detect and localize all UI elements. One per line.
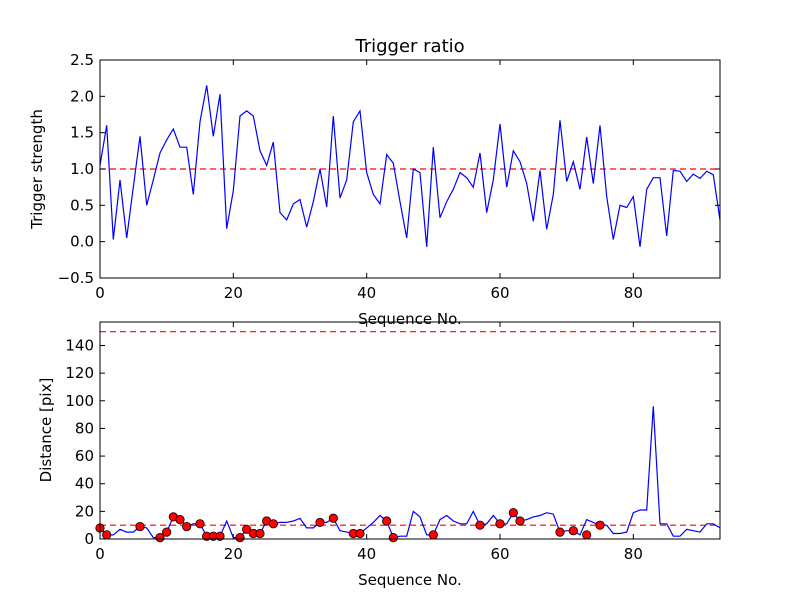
- trigger-x-tick-label: 60: [490, 284, 509, 302]
- trigger-x-tick-label: 80: [624, 284, 643, 302]
- distance-flagged-point: [102, 530, 112, 540]
- distance-x-tick-label: 60: [490, 545, 509, 563]
- trigger-plot-frame: [99, 59, 721, 279]
- distance-y-tick-label: 140: [65, 336, 94, 354]
- distance-flagged-point: [182, 521, 192, 532]
- trigger-y-axis-label: Trigger strength: [28, 109, 46, 230]
- distance-flagged-point: [355, 528, 365, 539]
- trigger-y-tick-label: −0.5: [58, 269, 94, 287]
- distance-flagged-point: [555, 527, 565, 537]
- distance-flagged-point: [242, 524, 252, 534]
- distance-flagged-point: [382, 516, 392, 526]
- trigger-x-axis-label: Sequence No.: [358, 310, 462, 328]
- distance-y-tick-label: 120: [65, 364, 94, 382]
- distance-y-tick-label: 20: [75, 502, 94, 520]
- trigger-y-tick-label: 1.5: [70, 124, 94, 142]
- distance-flagged-point: [235, 533, 245, 543]
- distance-x-tick-label: 20: [224, 545, 243, 563]
- distance-flagged-point: [515, 516, 525, 526]
- trigger-y-tick-label: 1.0: [70, 160, 94, 178]
- distance-x-tick-label: 80: [624, 545, 643, 563]
- trigger-y-tick-label: 0.5: [70, 196, 94, 214]
- trigger-series-line: [99, 85, 721, 247]
- distance-flagged-point: [175, 515, 185, 525]
- distance-flagged-point: [268, 519, 278, 529]
- distance-y-tick-label: 0: [84, 530, 94, 548]
- distance-flagged-point: [135, 521, 145, 532]
- distance-flagged-point: [155, 533, 165, 543]
- distance-flagged-point: [595, 520, 605, 530]
- trigger-y-tick-label: 2.0: [70, 87, 94, 105]
- distance-y-tick-label: 100: [65, 392, 94, 410]
- distance-flagged-point: [162, 527, 172, 537]
- trigger-plot-marks: 0 20 40 60 80 −0.5 0.0 0.5 1.0 1.5 2.0 2.5: [58, 51, 721, 302]
- trigger-y-tick-label: 2.5: [70, 51, 94, 69]
- distance-y-tick-label: 40: [75, 475, 94, 493]
- distance-x-axis-label: Sequence No.: [358, 571, 462, 589]
- trigger-x-tick-label: 40: [357, 284, 376, 302]
- distance-panel: 0 20 40 60 80 0 20 40 60 80 100 120 140 Sequence No.…: [37, 321, 721, 589]
- trigger-y-tick-label: 0.0: [70, 233, 94, 251]
- distance-plot-marks: 0 20 40 60 80 0 20 40 60 80 100 120 140: [65, 322, 721, 563]
- trigger-x-tick-label: 20: [224, 284, 243, 302]
- distance-flagged-point: [475, 520, 485, 530]
- distance-flagged-point: [495, 519, 505, 529]
- trigger-ratio-panel: Trigger ratio 0 20 40 60 80 −0.5 0.0 0.5 1.0 1.5 2…: [28, 36, 721, 328]
- distance-x-tick-label: 0: [95, 545, 105, 563]
- distance-flagged-point: [388, 533, 398, 543]
- distance-plot-frame: [99, 321, 721, 540]
- chart-title: Trigger ratio: [354, 36, 464, 57]
- distance-x-tick-label: 40: [357, 545, 376, 563]
- distance-flagged-point: [215, 531, 225, 541]
- distance-flagged-point: [315, 517, 325, 528]
- distance-flagged-point: [255, 528, 265, 539]
- distance-y-tick-label: 80: [75, 419, 94, 437]
- distance-flagged-point: [195, 519, 205, 529]
- trigger-x-tick-label: 0: [95, 284, 105, 302]
- distance-flagged-point: [508, 508, 518, 518]
- distance-y-axis-label: Distance [pix]: [37, 378, 55, 483]
- distance-y-tick-label: 60: [75, 447, 94, 465]
- distance-flagged-point: [328, 513, 338, 523]
- distance-series-line: [99, 406, 721, 539]
- distance-flagged-point: [568, 526, 578, 536]
- distance-flagged-point: [428, 530, 438, 540]
- distance-flagged-point: [582, 530, 592, 540]
